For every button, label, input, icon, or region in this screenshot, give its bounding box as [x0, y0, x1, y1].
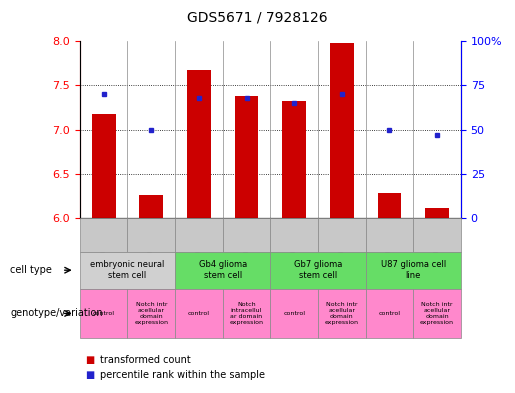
Text: genotype/variation: genotype/variation: [10, 309, 103, 318]
Text: Notch
intracellul
ar domain
expression: Notch intracellul ar domain expression: [230, 302, 264, 325]
Text: control: control: [283, 311, 305, 316]
Bar: [425, 208, 449, 218]
Bar: [187, 70, 211, 218]
Text: control: control: [93, 311, 115, 316]
Text: transformed count: transformed count: [100, 354, 191, 365]
Text: cell type: cell type: [10, 265, 52, 275]
Text: ■: ■: [85, 370, 94, 380]
Text: control: control: [188, 311, 210, 316]
Bar: [282, 101, 306, 218]
Text: Notch intr
acellular
domain
expression: Notch intr acellular domain expression: [325, 302, 359, 325]
Text: Gb4 glioma
stem cell: Gb4 glioma stem cell: [199, 261, 247, 280]
Text: embryonic neural
stem cell: embryonic neural stem cell: [90, 261, 165, 280]
Text: control: control: [379, 311, 401, 316]
Bar: [330, 43, 354, 218]
Bar: [377, 193, 401, 218]
Bar: [140, 195, 163, 218]
Bar: [92, 114, 115, 218]
Bar: [235, 96, 259, 218]
Text: ■: ■: [85, 354, 94, 365]
Text: Notch intr
acellular
domain
expression: Notch intr acellular domain expression: [420, 302, 454, 325]
Text: GDS5671 / 7928126: GDS5671 / 7928126: [187, 11, 328, 25]
Text: U87 glioma cell
line: U87 glioma cell line: [381, 261, 446, 280]
Text: Gb7 glioma
stem cell: Gb7 glioma stem cell: [294, 261, 342, 280]
Text: percentile rank within the sample: percentile rank within the sample: [100, 370, 265, 380]
Text: Notch intr
acellular
domain
expression: Notch intr acellular domain expression: [134, 302, 168, 325]
